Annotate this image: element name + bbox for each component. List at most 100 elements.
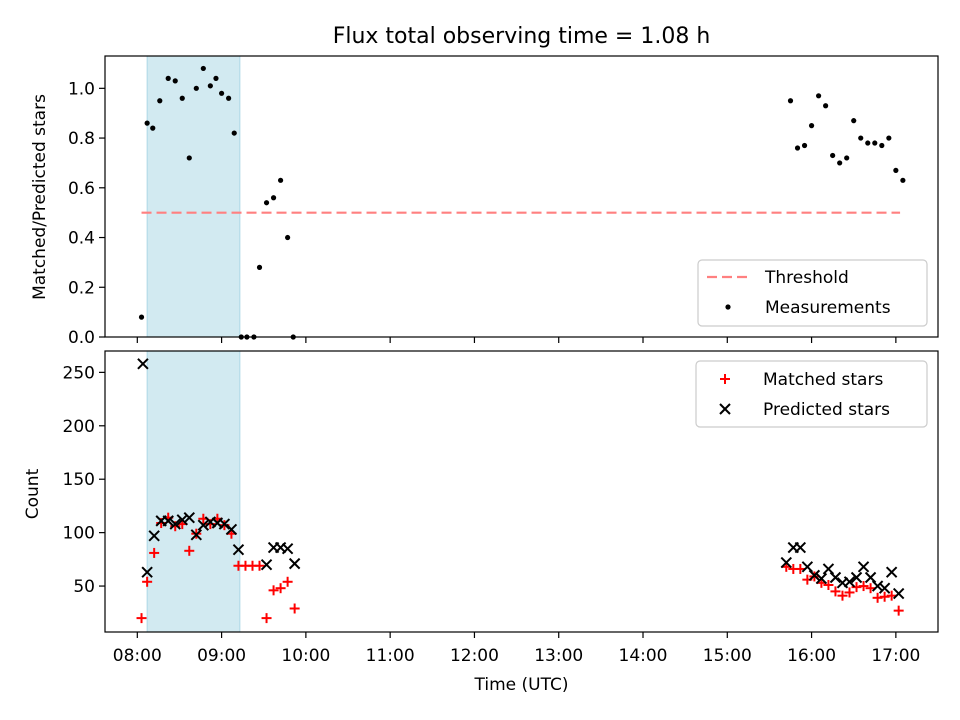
- matched-star-point: [858, 581, 869, 592]
- measurement-point: [865, 140, 871, 146]
- measurement-point: [263, 200, 270, 206]
- predicted-star-point: [176, 514, 188, 526]
- matched-star-point: [254, 560, 265, 571]
- legend-measurements-label: Measurements: [765, 298, 891, 318]
- top-y-ticks: 0.0 0.2 0.4 0.6 0.8 1.0: [68, 79, 105, 348]
- predicted-star-point: [871, 580, 884, 592]
- measurement-point: [218, 90, 225, 96]
- measurement-point: [815, 93, 822, 99]
- top-panel: 0.0 0.2 0.4 0.6 0.8 1.0 Flux total observing …: [30, 24, 939, 348]
- measurement-point: [270, 195, 277, 201]
- x-tick-label: 08:00: [113, 646, 162, 666]
- matched-star-point: [865, 583, 876, 594]
- predicted-star-point: [141, 566, 153, 578]
- matched-star-point: [149, 547, 160, 558]
- x-tick-label: 12:00: [450, 646, 499, 666]
- measurement-point: [193, 85, 199, 91]
- legend-x-marker: [719, 403, 731, 415]
- predicted-star-point: [232, 544, 245, 556]
- matched-star-point: [851, 582, 862, 593]
- measurement-point: [858, 135, 864, 141]
- measurement-point: [213, 75, 219, 81]
- measurement-point: [837, 160, 843, 166]
- legend-threshold-label: Threshold: [764, 268, 849, 288]
- measurement-point: [207, 83, 213, 89]
- y-tick-label: 0.8: [68, 129, 95, 149]
- predicted-star-point: [190, 529, 203, 541]
- predicted-star-point: [260, 558, 273, 571]
- measurement-point: [886, 135, 892, 141]
- x-tick-label: 13:00: [534, 646, 583, 666]
- measurement-point: [179, 95, 185, 101]
- matched-star-point: [879, 591, 890, 602]
- predicted-stars-series: [137, 358, 905, 600]
- matched-star-point: [184, 545, 195, 556]
- top-plot-frame: [104, 55, 939, 338]
- top-highlight-span: [146, 55, 241, 338]
- x-tick-label: 16:00: [787, 646, 836, 666]
- predicted-star-point: [815, 572, 828, 585]
- measurement-point: [157, 98, 163, 104]
- predicted-star-point: [801, 561, 814, 573]
- y-tick-label: 250: [63, 363, 95, 383]
- predicted-star-point: [808, 569, 821, 582]
- measurement-point: [893, 167, 899, 173]
- measurement-point: [844, 155, 850, 161]
- bottom-y-axis-label: Count: [23, 468, 43, 519]
- measurement-point: [172, 78, 178, 84]
- measurement-point: [226, 95, 232, 101]
- legend-plus-marker: [720, 374, 730, 384]
- y-tick-label: 200: [63, 417, 95, 437]
- matched-star-point: [282, 576, 293, 587]
- measurement-point: [256, 264, 263, 270]
- predicted-star-point: [794, 541, 807, 554]
- bottom-y-ticks: 50 100 150 200 250: [63, 363, 105, 597]
- measurements-series: [138, 65, 906, 340]
- bottom-legend: Matched stars Predicted stars: [695, 360, 928, 428]
- predicted-star-point: [850, 571, 863, 584]
- predicted-star-point: [857, 561, 870, 573]
- bottom-panel: 50 100 150 200 250 08:00 09:00 10:00 11:00 12:00…: [23, 350, 939, 695]
- measurement-point: [165, 75, 171, 81]
- measurement-point: [285, 234, 291, 241]
- predicted-star-point: [780, 556, 792, 569]
- legend-measurements-swatch: [725, 304, 731, 310]
- measurement-point: [144, 120, 150, 126]
- measurement-point: [787, 98, 794, 104]
- predicted-star-point: [169, 518, 181, 530]
- matched-star-point: [136, 613, 147, 624]
- predicted-star-point: [885, 566, 898, 578]
- measurement-point: [879, 142, 885, 149]
- x-tick-label: 14:00: [619, 646, 668, 666]
- matched-star-point: [837, 590, 848, 601]
- chart-title: Flux total observing time = 1.08 h: [333, 24, 711, 49]
- y-tick-label: 1.0: [68, 79, 95, 99]
- matched-star-point: [823, 579, 834, 590]
- predicted-star-point: [137, 358, 149, 370]
- matched-star-point: [142, 576, 153, 587]
- bottom-highlight-span: [146, 350, 241, 633]
- bottom-legend-box: [695, 360, 928, 428]
- matched-star-point: [261, 613, 272, 624]
- legend-predicted-label: Predicted stars: [763, 400, 890, 420]
- y-tick-label: 150: [63, 470, 95, 490]
- matched-star-point: [886, 590, 897, 601]
- top-legend-box: [697, 259, 928, 327]
- predicted-star-point: [281, 542, 294, 555]
- x-tick-label: 17:00: [871, 646, 920, 666]
- x-tick-label: 15:00: [703, 646, 752, 666]
- measurement-point: [823, 103, 829, 109]
- measurement-point: [150, 125, 156, 131]
- measurement-point: [872, 140, 878, 146]
- predicted-star-point: [197, 519, 210, 531]
- predicted-star-point: [225, 523, 238, 536]
- legend-matched-swatch: [720, 374, 730, 384]
- bottom-plot-frame: [104, 350, 939, 633]
- measurement-point: [277, 177, 284, 183]
- y-tick-label: 50: [73, 577, 95, 597]
- measurement-point: [200, 65, 206, 72]
- matched-star-point: [872, 592, 883, 603]
- predicted-star-point: [892, 587, 905, 600]
- top-legend: Threshold Measurements: [697, 259, 928, 327]
